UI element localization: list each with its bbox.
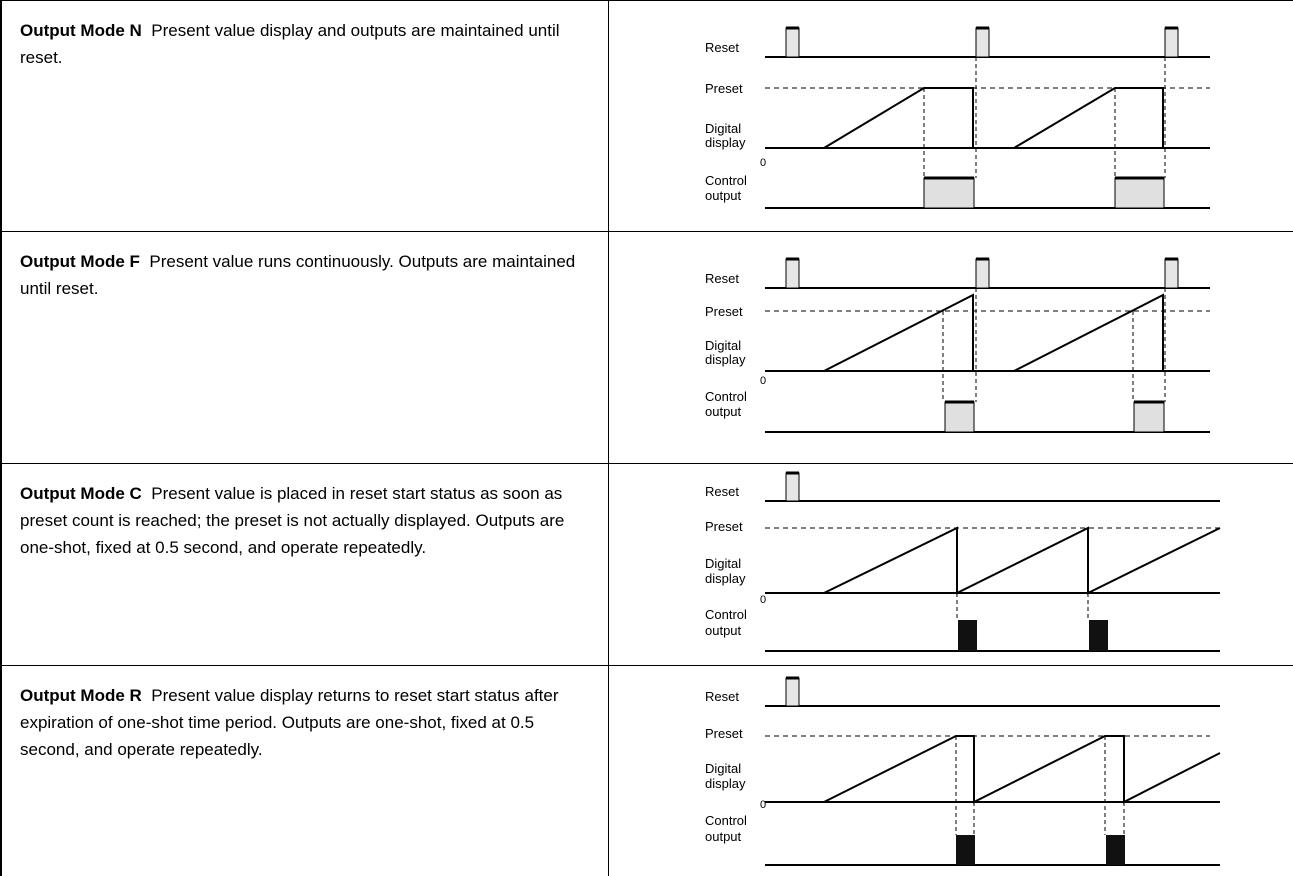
label-control: Control bbox=[705, 173, 747, 188]
reset-pulse bbox=[785, 677, 800, 707]
label-output: output bbox=[705, 829, 742, 844]
mode-description: Output Mode R Present value display retu… bbox=[20, 682, 590, 763]
table-column-divider bbox=[608, 0, 609, 876]
output-pulse bbox=[1133, 401, 1165, 433]
count-ramp bbox=[1013, 87, 1164, 149]
mode-row-f: Output Mode F Present value runs continu… bbox=[0, 231, 1293, 463]
reset-pulse bbox=[975, 27, 990, 58]
mode-text: Present value is placed in reset start s… bbox=[20, 484, 565, 557]
timing-diagram: Reset Preset Digital display 0 Control o… bbox=[610, 231, 1293, 463]
label-digital: Digital bbox=[705, 556, 741, 571]
label-display: display bbox=[705, 135, 746, 150]
output-pulse bbox=[1106, 835, 1125, 865]
label-reset: Reset bbox=[705, 689, 739, 704]
label-preset: Preset bbox=[705, 519, 743, 534]
label-zero: 0 bbox=[760, 157, 766, 169]
reset-pulse bbox=[785, 27, 800, 58]
count-ramp bbox=[823, 293, 974, 372]
mode-text: Present value display returns to reset s… bbox=[20, 686, 559, 759]
table-border-left bbox=[0, 0, 2, 876]
label-zero: 0 bbox=[760, 799, 766, 811]
mode-description: Output Mode F Present value runs continu… bbox=[20, 248, 590, 302]
output-pulse bbox=[1114, 177, 1165, 209]
table-row-divider bbox=[0, 231, 1293, 232]
reset-pulse bbox=[1164, 27, 1179, 58]
output-pulse bbox=[958, 620, 977, 651]
table-border-top bbox=[0, 0, 1293, 1]
label-output: output bbox=[705, 404, 742, 419]
label-digital: Digital bbox=[705, 338, 741, 353]
output-pulse bbox=[944, 401, 975, 433]
count-ramp bbox=[823, 735, 1221, 804]
mode-text: Present value display and outputs are ma… bbox=[20, 21, 560, 67]
reset-pulse bbox=[785, 258, 800, 289]
label-reset: Reset bbox=[705, 484, 739, 499]
label-display: display bbox=[705, 352, 746, 367]
timing-diagram: Reset Preset Digital display 0 Control o… bbox=[610, 0, 1293, 231]
label-reset: Reset bbox=[705, 271, 739, 286]
reset-pulse bbox=[785, 472, 800, 502]
reset-pulse bbox=[1164, 258, 1179, 289]
count-ramp bbox=[823, 526, 1221, 595]
label-control: Control bbox=[705, 813, 747, 828]
label-zero: 0 bbox=[760, 594, 766, 606]
label-preset: Preset bbox=[705, 726, 743, 741]
mode-text: Present value runs continuously. Outputs… bbox=[20, 252, 576, 298]
reset-pulse bbox=[975, 258, 990, 289]
mode-title: Output Mode N bbox=[20, 21, 142, 40]
timing-diagram: Reset Preset Digital display 0 Control o… bbox=[610, 665, 1293, 876]
table-row-divider bbox=[0, 665, 1293, 666]
mode-row-c: Output Mode C Present value is placed in… bbox=[0, 463, 1293, 665]
label-digital: Digital bbox=[705, 121, 741, 136]
label-reset: Reset bbox=[705, 40, 739, 55]
label-digital: Digital bbox=[705, 761, 741, 776]
mode-title: Output Mode F bbox=[20, 252, 140, 271]
label-preset: Preset bbox=[705, 81, 743, 96]
label-control: Control bbox=[705, 389, 747, 404]
label-output: output bbox=[705, 623, 742, 638]
label-display: display bbox=[705, 571, 746, 586]
mode-row-r: Output Mode R Present value display retu… bbox=[0, 665, 1293, 876]
label-output: output bbox=[705, 188, 742, 203]
output-pulse bbox=[923, 177, 975, 209]
timing-chart-f: Reset Preset Digital display 0 Control o… bbox=[705, 257, 1210, 433]
table-row-divider bbox=[0, 463, 1293, 464]
timing-chart-r: Reset Preset Digital display 0 Control o… bbox=[705, 676, 1221, 866]
label-display: display bbox=[705, 776, 746, 791]
mode-description: Output Mode N Present value display and … bbox=[20, 17, 590, 71]
timing-diagram: Reset Preset Digital display 0 Control o… bbox=[610, 463, 1293, 665]
count-ramp bbox=[1013, 293, 1164, 372]
timing-chart-c: Reset Preset Digital display 0 Control o… bbox=[705, 471, 1221, 652]
mode-title: Output Mode R bbox=[20, 686, 142, 705]
count-ramp bbox=[823, 87, 974, 149]
mode-description: Output Mode C Present value is placed in… bbox=[20, 480, 590, 561]
label-preset: Preset bbox=[705, 304, 743, 319]
mode-title: Output Mode C bbox=[20, 484, 142, 503]
timing-chart-n: Reset Preset Digital display 0 Control o… bbox=[705, 26, 1210, 209]
output-pulse bbox=[956, 835, 975, 865]
label-zero: 0 bbox=[760, 375, 766, 387]
mode-row-n: Output Mode N Present value display and … bbox=[0, 0, 1293, 231]
output-pulse bbox=[1089, 620, 1108, 651]
label-control: Control bbox=[705, 607, 747, 622]
